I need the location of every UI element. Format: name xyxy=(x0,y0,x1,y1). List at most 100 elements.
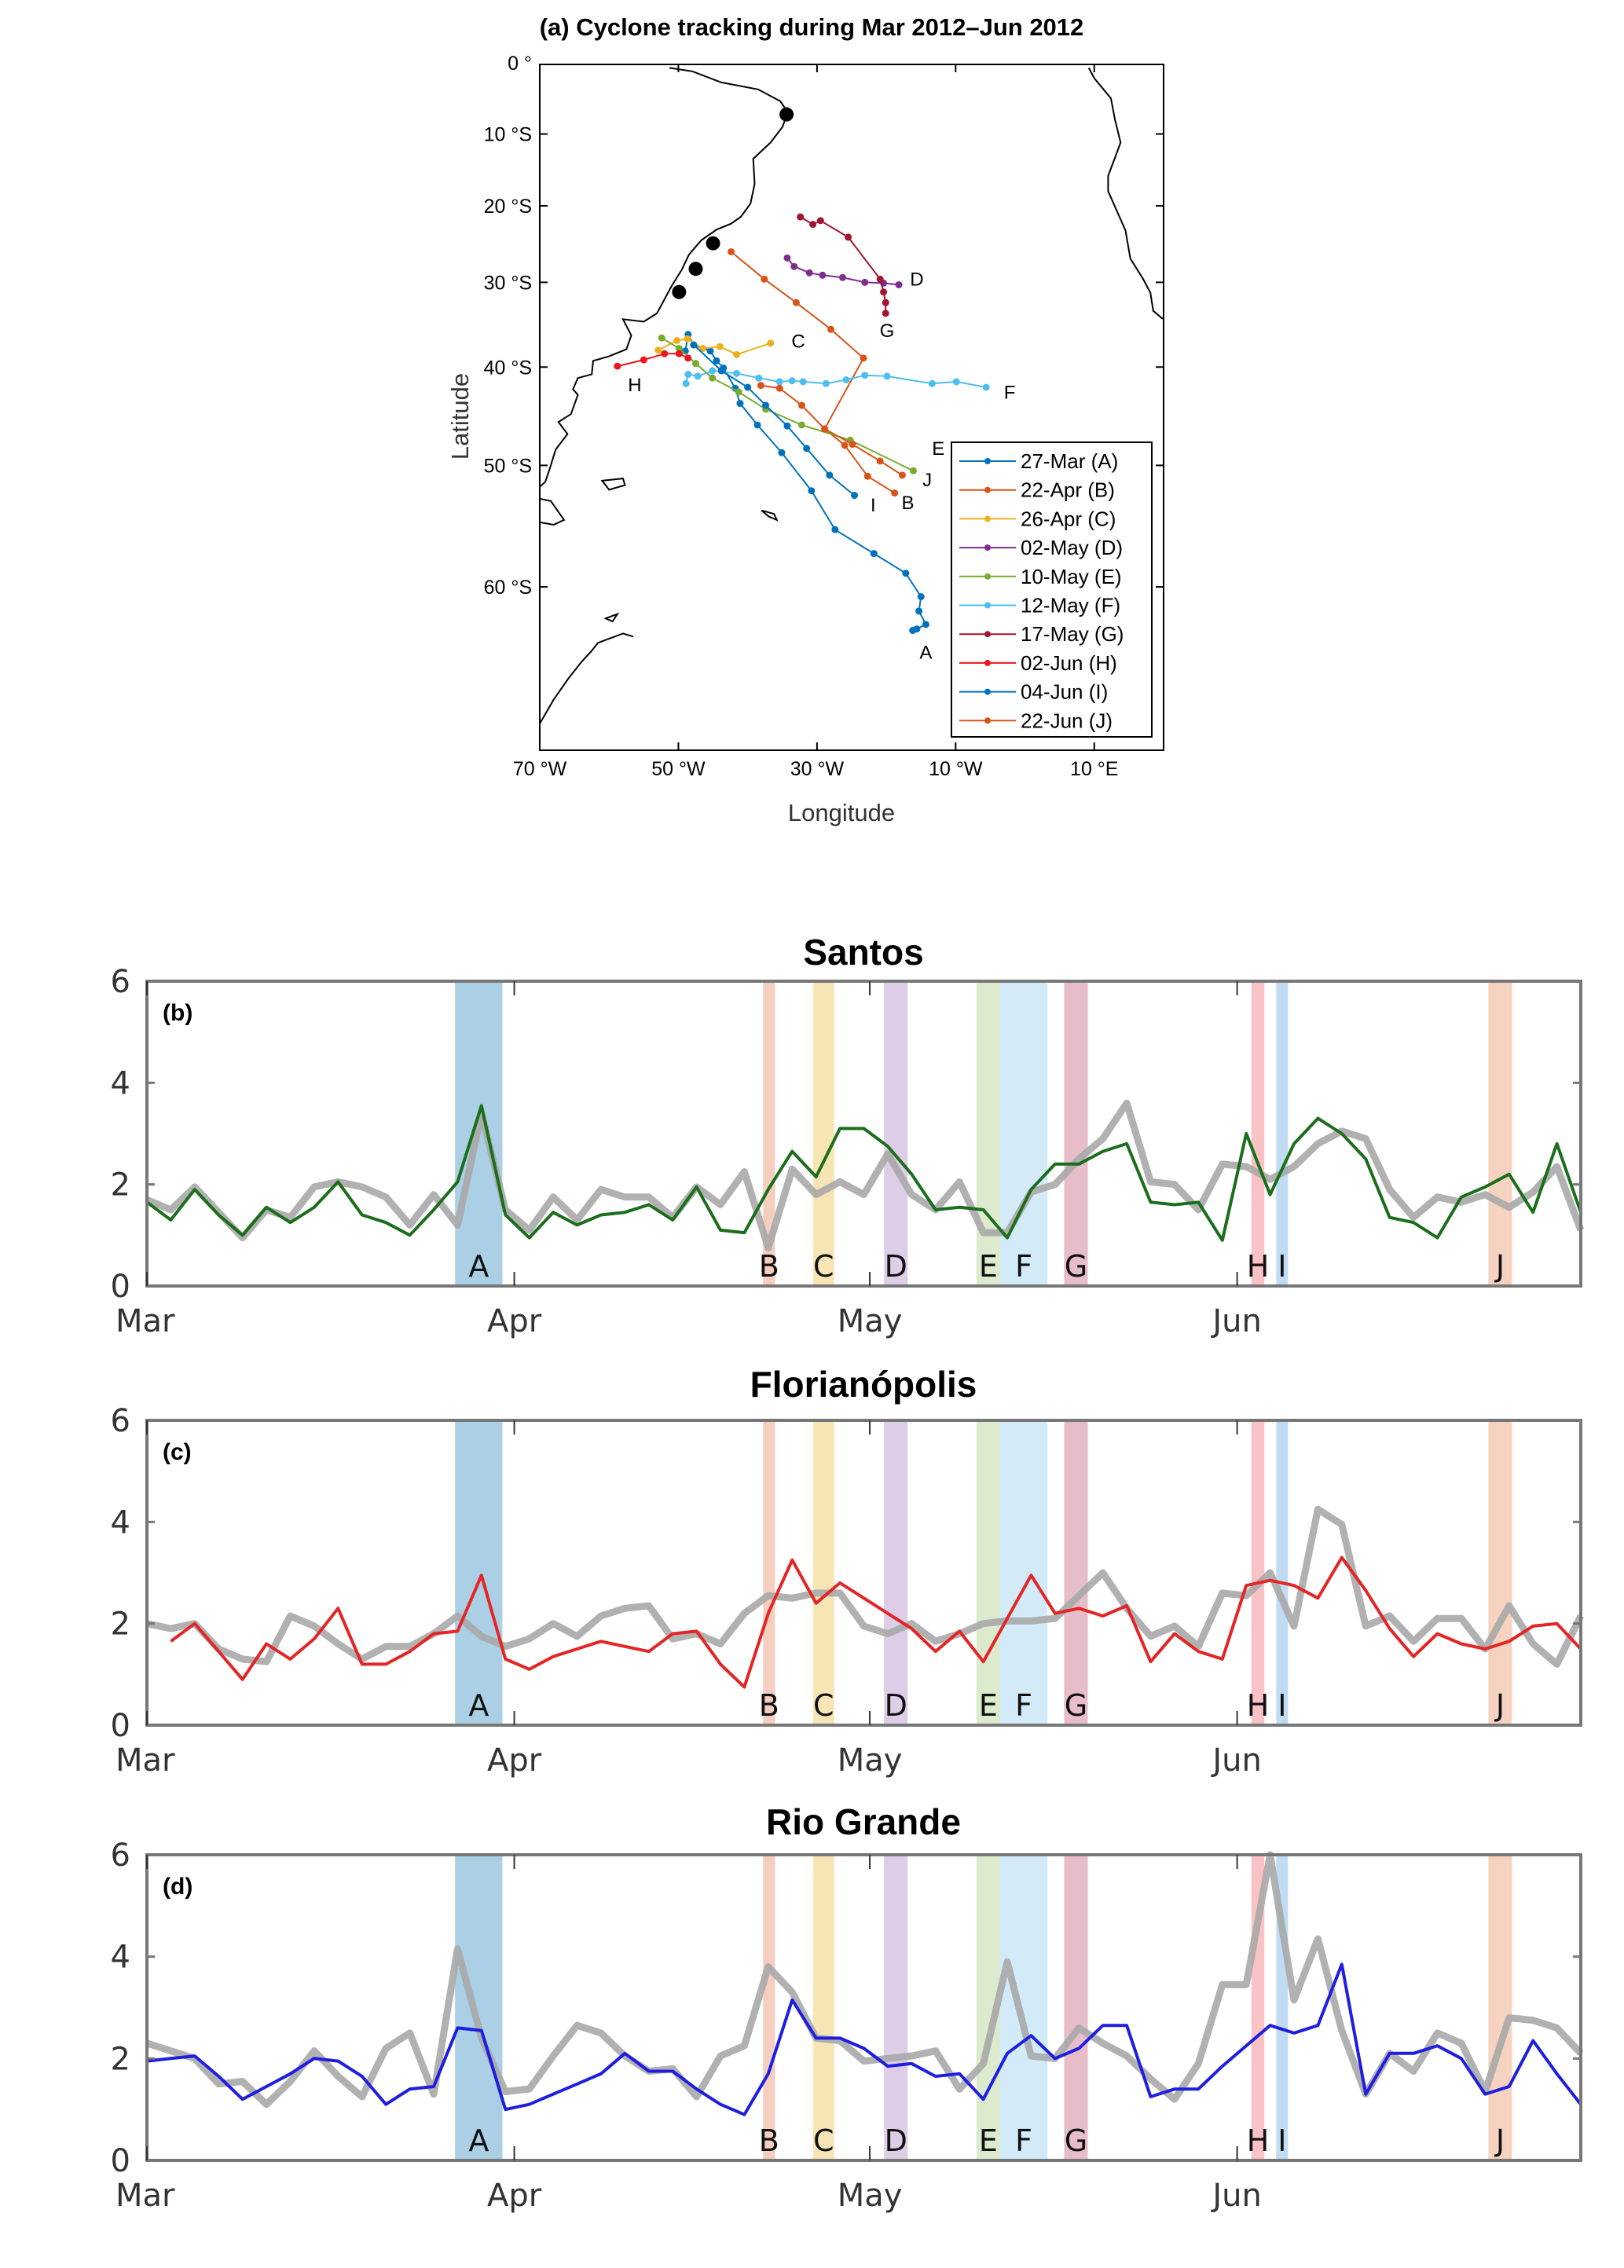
track-point xyxy=(842,376,850,384)
track-point xyxy=(733,369,741,377)
x-tick-label: 10 °W xyxy=(929,758,983,780)
event-band-a xyxy=(455,1420,503,1725)
month-label: May xyxy=(838,1742,903,1779)
track-point xyxy=(614,362,621,370)
track-point xyxy=(797,421,805,429)
event-label-i: I xyxy=(1278,1688,1286,1723)
cyclone-track-b xyxy=(727,247,899,497)
track-point xyxy=(909,627,917,635)
event-label-i: I xyxy=(1278,2123,1286,2158)
event-band-f xyxy=(999,1855,1048,2160)
y-tick-label: 6 xyxy=(111,964,130,1000)
event-band-j xyxy=(1488,981,1512,1286)
event-label-g: G xyxy=(1065,1249,1087,1284)
port-marker xyxy=(688,262,703,277)
panel-c: Florianópolis A B C D E F G H I J 0 2 4 6 Mar Apr May Jun (… xyxy=(111,1364,1585,1779)
track-point xyxy=(863,472,871,480)
cyclone-track-i xyxy=(690,341,859,500)
legend-swatch-marker xyxy=(984,631,991,638)
legend-entry: 26-Apr (C) xyxy=(1021,507,1116,530)
event-label-d: D xyxy=(885,1688,907,1723)
cyclone-track-g xyxy=(797,213,889,317)
month-label: Mar xyxy=(115,1742,175,1779)
track-point xyxy=(882,310,889,317)
event-label-f: F xyxy=(1015,2123,1032,2158)
track-label-g: G xyxy=(880,321,895,342)
event-label-g: G xyxy=(1065,1688,1087,1723)
track-label-e: E xyxy=(932,438,944,460)
port-marker xyxy=(706,236,720,251)
event-label-h: H xyxy=(1247,2123,1270,2158)
series-line-colored xyxy=(145,1104,1582,1242)
legend-entry: 02-Jun (H) xyxy=(1021,651,1117,675)
event-band-g xyxy=(1064,1420,1088,1725)
track-point xyxy=(753,421,761,429)
cyclone-track-map: (a) Cyclone tracking during Mar 2012–Jun… xyxy=(446,13,1164,826)
track-point xyxy=(827,325,835,333)
event-band-g xyxy=(1064,1855,1088,2160)
month-label: Mar xyxy=(115,1303,175,1339)
panel-b: Santos A B C D E F G H I J 0 2 4 6 Mar Apr May Jun (b) xyxy=(111,932,1585,1339)
y-tick-label: 0 ° xyxy=(508,53,532,75)
panel-title: Santos xyxy=(803,932,923,973)
track-point xyxy=(922,621,929,628)
event-label-j: J xyxy=(1494,2123,1505,2158)
track-label-c: C xyxy=(791,331,805,352)
event-label-e: E xyxy=(979,1249,998,1284)
event-band-e xyxy=(976,981,1000,1286)
track-point xyxy=(895,280,903,288)
event-band-f xyxy=(999,981,1048,1286)
track-point xyxy=(898,471,906,479)
y-tick-label: 0 xyxy=(111,1708,130,1744)
track-point xyxy=(735,388,742,396)
track-point xyxy=(797,401,805,409)
track-point xyxy=(736,400,744,408)
event-band-b xyxy=(763,1420,775,1725)
track-point xyxy=(684,354,692,362)
event-band-c xyxy=(812,1855,834,2160)
legend-entry: 04-Jun (I) xyxy=(1021,680,1108,704)
panel-d: Rio Grande A B C D E F G H I J 0 2 4 6 Mar Apr May Jun (d) xyxy=(111,1801,1584,2214)
track-label-h: H xyxy=(628,375,641,396)
y-tick-label: 40 °S xyxy=(484,357,532,379)
legend-entry: 02-May (D) xyxy=(1021,536,1123,559)
series-line-colored xyxy=(170,1555,1582,1689)
month-label: Mar xyxy=(115,2178,175,2214)
track-point xyxy=(805,269,813,277)
track-point xyxy=(851,492,859,500)
track-point xyxy=(816,217,824,225)
south-shetland-islands xyxy=(603,612,620,623)
legend-swatch-marker xyxy=(984,717,991,724)
x-tick-label: 70 °W xyxy=(513,758,567,780)
track-point xyxy=(744,383,752,391)
track-point xyxy=(902,570,910,577)
track-point xyxy=(684,371,692,379)
event-label-c: C xyxy=(813,1688,834,1723)
map-frame xyxy=(539,64,1164,751)
x-axis-label: Longitude xyxy=(788,799,895,826)
event-label-b: B xyxy=(759,1688,779,1723)
track-point xyxy=(839,273,847,281)
panel-label: (c) xyxy=(163,1439,192,1465)
event-label-h: H xyxy=(1247,1249,1270,1284)
series-line-gray xyxy=(146,1505,1585,1668)
event-band-c xyxy=(812,981,834,1286)
event-label-d: D xyxy=(885,1249,907,1284)
legend-swatch-marker xyxy=(984,515,991,522)
legend-entry: 22-Jun (J) xyxy=(1021,709,1113,732)
track-point xyxy=(861,372,869,379)
track-line xyxy=(685,369,987,388)
event-label-i: I xyxy=(1278,1249,1286,1284)
track-point xyxy=(819,271,827,279)
port-marker xyxy=(779,107,794,122)
month-label: Apr xyxy=(487,2178,542,2214)
y-tick-label: 30 °S xyxy=(484,272,532,294)
track-point xyxy=(783,422,791,430)
track-point xyxy=(788,377,796,385)
event-label-e: E xyxy=(979,1688,998,1723)
track-point xyxy=(797,213,805,221)
track-point xyxy=(775,378,783,386)
series-line-colored xyxy=(146,1962,1582,2116)
track-point xyxy=(882,299,889,306)
